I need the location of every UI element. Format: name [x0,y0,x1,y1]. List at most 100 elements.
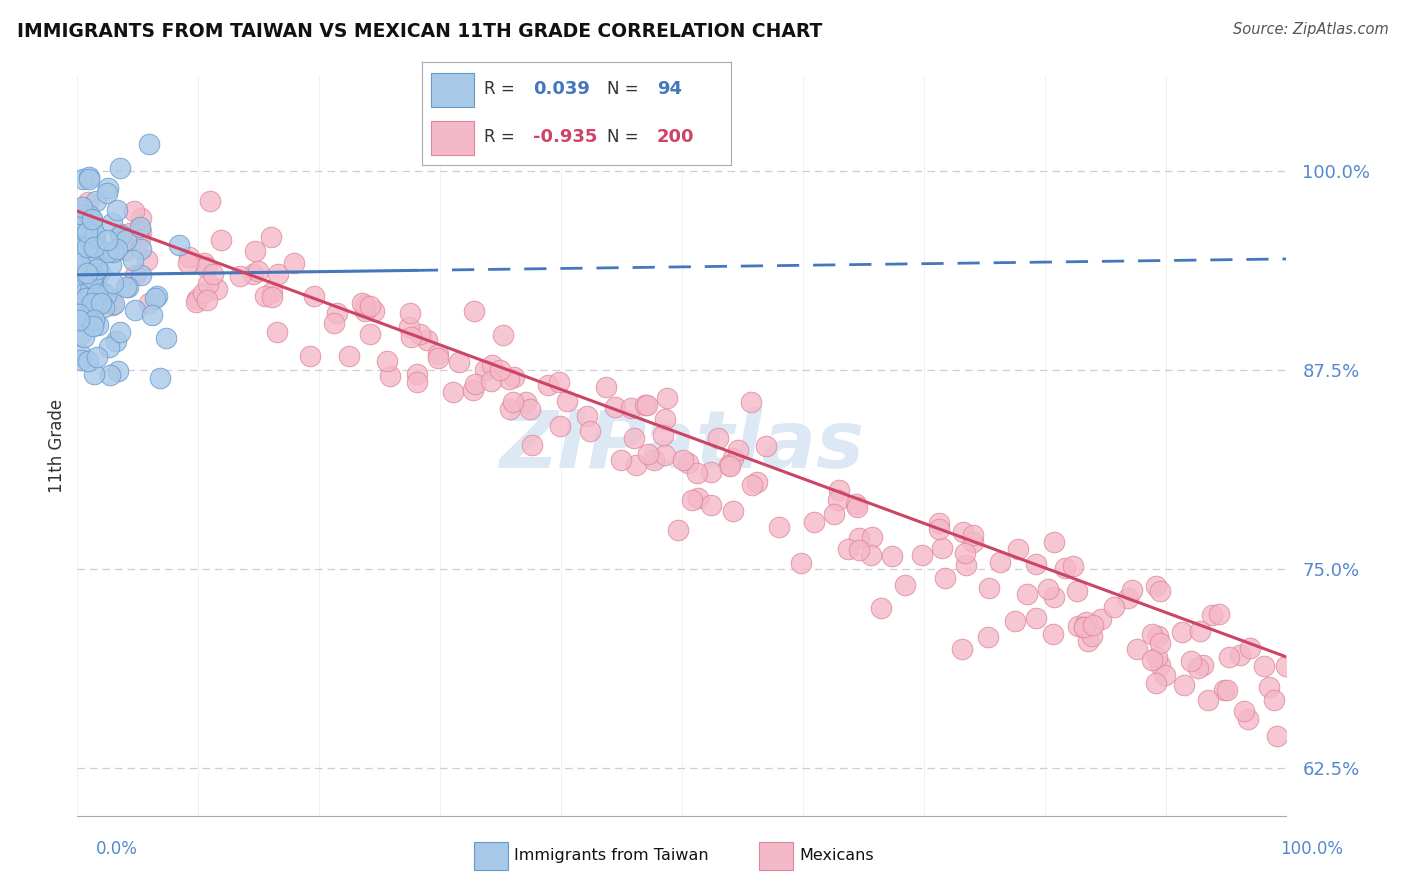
Point [83,231,105,245]
Text: Immigrants from Taiwan: Immigrants from Taiwan [515,848,709,863]
Point [114,233,136,247]
Text: N =: N = [607,80,638,98]
Point [1253,659,1275,673]
Point [96,233,118,247]
Point [266,325,288,339]
Point [77,169,100,184]
Point [962,527,984,541]
Point [143,292,166,306]
Point [870,600,893,615]
FancyBboxPatch shape [432,121,474,155]
Point [80,212,103,227]
Point [610,452,633,467]
Point [1149,636,1171,650]
Point [359,326,381,341]
Point [194,260,217,274]
Point [461,383,484,397]
Point [67,256,90,270]
Point [79,208,101,222]
Point [1171,625,1194,640]
Point [1025,611,1047,625]
Point [952,525,974,540]
Point [108,227,131,241]
Point [1062,559,1084,574]
Point [1239,641,1261,656]
Point [1066,584,1088,599]
Point [129,225,152,239]
Point [197,277,219,291]
Point [686,491,709,505]
Point [75,268,97,282]
Point [82,318,104,333]
Point [354,298,377,312]
Point [124,302,146,317]
Point [138,137,160,152]
Point [827,483,849,497]
Point [928,523,950,537]
Point [122,204,145,219]
Point [718,458,741,472]
Point [141,308,163,322]
Point [988,555,1011,569]
Point [76,225,98,239]
Point [934,571,956,585]
Point [1263,693,1285,707]
Point [83,240,105,254]
Point [79,314,101,328]
Point [406,367,429,381]
Point [1149,584,1171,599]
Point [1213,682,1236,697]
Point [87,318,110,332]
Point [672,452,695,467]
Point [481,374,503,388]
Text: R =: R = [484,80,515,98]
Point [575,409,598,424]
Point [463,304,485,318]
Point [105,203,128,218]
Point [149,371,172,385]
Point [110,227,132,242]
Point [67,313,90,327]
Point [209,233,232,247]
Point [860,548,883,562]
Point [1077,633,1099,648]
Point [86,239,108,253]
Point [105,242,128,256]
Point [768,520,790,534]
Point [260,229,283,244]
Point [503,370,526,384]
Point [1025,557,1047,571]
Point [953,546,976,560]
Point [83,258,105,272]
Point [73,316,96,330]
Point [260,290,283,304]
Point [84,227,107,242]
Point [69,278,91,293]
Point [129,220,152,235]
Point [86,350,108,364]
Text: R =: R = [484,128,515,146]
Point [108,325,131,339]
Point [686,466,709,480]
Point [246,264,269,278]
Point [167,238,190,252]
Point [298,349,321,363]
Point [1265,729,1288,743]
Point [254,289,277,303]
Point [522,437,544,451]
Point [1144,579,1167,593]
FancyBboxPatch shape [474,842,508,870]
Point [186,292,208,306]
Point [449,355,471,369]
Point [86,261,108,276]
Point [70,200,93,214]
Point [67,301,90,315]
Point [894,578,917,592]
Point [79,283,101,297]
Point [200,194,222,208]
Point [107,364,129,378]
Point [398,319,420,334]
Point [848,532,870,546]
Point [845,497,868,511]
Point [82,230,104,244]
